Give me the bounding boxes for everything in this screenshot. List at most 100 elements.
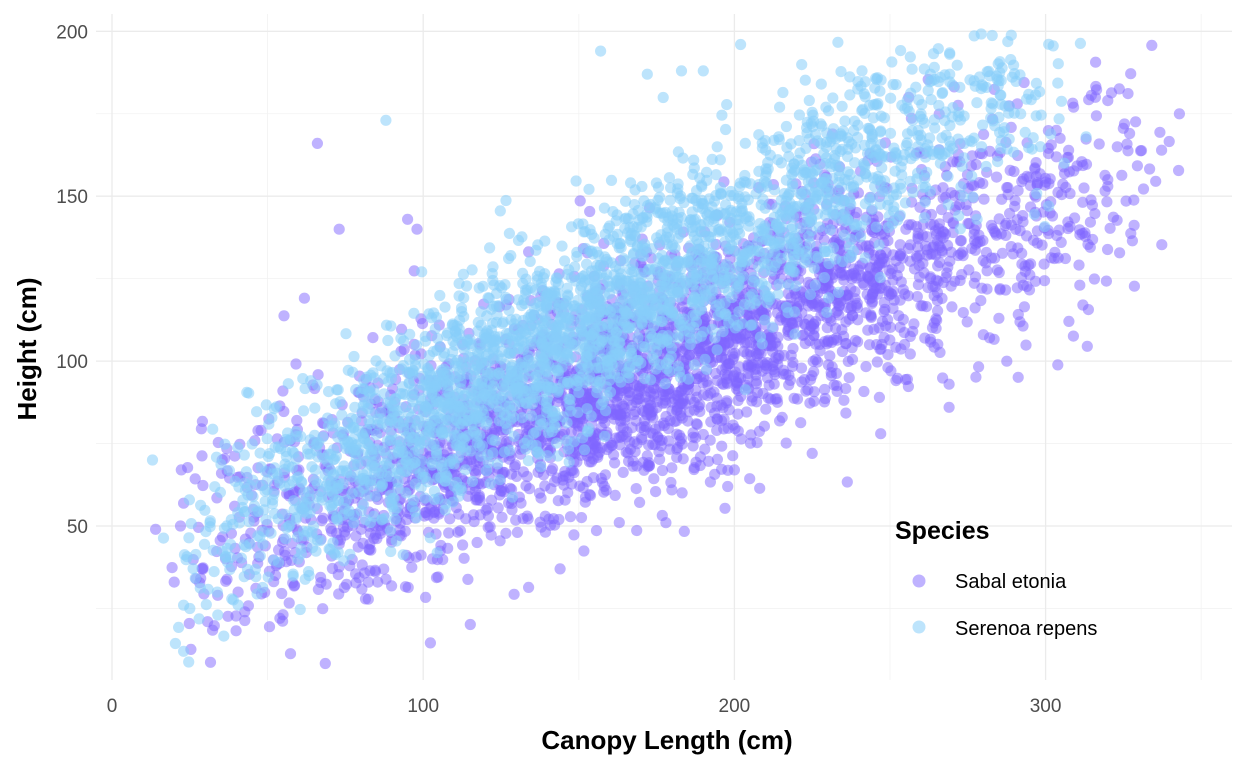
data-point-serenoa-repens [307,520,319,532]
data-point-serenoa-repens [885,92,897,104]
data-point-serenoa-repens [524,255,536,267]
data-point-sabal-etonia [849,334,862,347]
data-point-serenoa-repens [808,262,820,274]
data-point-serenoa-repens [261,433,273,445]
data-point-serenoa-repens [416,266,428,278]
data-point-serenoa-repens [670,271,683,283]
data-point-sabal-etonia [769,369,781,381]
data-point-sabal-etonia [676,412,688,424]
data-point-sabal-etonia [551,472,563,484]
data-point-sabal-etonia [1122,88,1134,100]
data-point-serenoa-repens [919,151,932,163]
data-point-sabal-etonia [833,309,845,321]
data-point-sabal-etonia [750,348,762,360]
data-point-sabal-etonia [783,379,795,391]
data-point-sabal-etonia [1086,199,1098,211]
data-point-sabal-etonia [926,322,939,334]
data-point-serenoa-repens [585,245,598,257]
data-point-sabal-etonia [535,492,547,504]
data-point-serenoa-repens [688,359,701,371]
data-point-serenoa-repens [632,332,644,344]
data-point-sabal-etonia [1049,246,1061,258]
data-point-serenoa-repens [598,202,611,214]
data-point-sabal-etonia [1012,371,1024,383]
data-point-sabal-etonia [609,489,621,501]
data-point-sabal-etonia [665,476,677,489]
data-point-sabal-etonia [744,336,756,348]
data-point-serenoa-repens [1053,113,1065,125]
data-point-sabal-etonia [596,477,609,489]
data-point-serenoa-repens [759,314,771,326]
data-point-serenoa-repens [789,328,801,340]
data-point-sabal-etonia [1002,189,1014,201]
data-point-sabal-etonia [640,421,652,433]
data-point-serenoa-repens [434,289,446,302]
data-point-serenoa-repens [849,157,861,169]
data-point-sabal-etonia [1074,279,1086,291]
data-point-serenoa-repens [273,556,285,568]
data-point-sabal-etonia [1018,301,1030,313]
data-point-sabal-etonia [609,457,621,469]
data-point-sabal-etonia [462,573,474,586]
data-point-sabal-etonia [603,441,615,453]
data-point-serenoa-repens [254,550,266,562]
data-point-sabal-etonia [521,510,533,522]
data-point-serenoa-repens [384,525,396,537]
data-point-sabal-etonia [985,252,998,264]
data-point-sabal-etonia [1038,258,1050,270]
data-point-serenoa-repens [169,637,181,650]
data-point-serenoa-repens [980,160,992,173]
data-point-sabal-etonia [1135,145,1147,157]
data-point-serenoa-repens [859,107,871,119]
data-point-serenoa-repens [238,571,250,583]
data-point-sabal-etonia [884,321,897,333]
data-point-sabal-etonia [805,320,817,332]
data-point-sabal-etonia [895,343,907,355]
data-point-serenoa-repens [338,555,350,567]
data-point-sabal-etonia [800,385,812,397]
data-point-serenoa-repens [966,170,978,182]
data-point-sabal-etonia [319,657,331,670]
data-point-sabal-etonia [819,383,831,396]
data-point-sabal-etonia [1156,239,1168,251]
data-point-serenoa-repens [699,353,711,365]
data-point-sabal-etonia [840,383,852,395]
data-point-serenoa-repens [672,332,685,344]
data-point-sabal-etonia [471,536,483,549]
data-point-serenoa-repens [381,435,393,447]
data-point-sabal-etonia [406,561,418,573]
data-point-serenoa-repens [1008,146,1020,158]
data-point-sabal-etonia [873,391,886,403]
data-point-sabal-etonia [687,427,699,439]
data-point-sabal-etonia [568,529,580,541]
data-point-sabal-etonia [994,283,1006,295]
data-point-sabal-etonia [666,462,678,474]
data-point-sabal-etonia [885,288,897,300]
data-point-serenoa-repens [489,435,501,447]
data-point-sabal-etonia [511,526,523,539]
data-points [146,28,1185,670]
data-point-serenoa-repens [540,385,552,397]
data-point-sabal-etonia [733,371,745,384]
data-point-sabal-etonia [757,356,769,369]
data-point-sabal-etonia [864,261,876,273]
data-point-sabal-etonia [1173,108,1185,120]
data-point-serenoa-repens [964,135,976,147]
data-point-sabal-etonia [744,473,756,485]
data-point-sabal-etonia [432,571,444,583]
data-point-sabal-etonia [1104,222,1116,234]
data-point-sabal-etonia [362,576,374,588]
data-point-sabal-etonia [704,476,717,488]
data-point-serenoa-repens [410,512,422,524]
data-point-sabal-etonia [957,307,969,319]
data-point-serenoa-repens [975,28,987,40]
data-point-serenoa-repens [844,71,856,83]
data-point-serenoa-repens [541,450,553,462]
data-point-sabal-etonia [711,424,723,436]
data-point-sabal-etonia [574,195,586,207]
data-point-serenoa-repens [183,532,195,544]
data-point-sabal-etonia [1128,194,1140,206]
data-point-serenoa-repens [334,396,346,408]
data-point-sabal-etonia [1130,116,1142,128]
data-point-serenoa-repens [251,406,263,418]
